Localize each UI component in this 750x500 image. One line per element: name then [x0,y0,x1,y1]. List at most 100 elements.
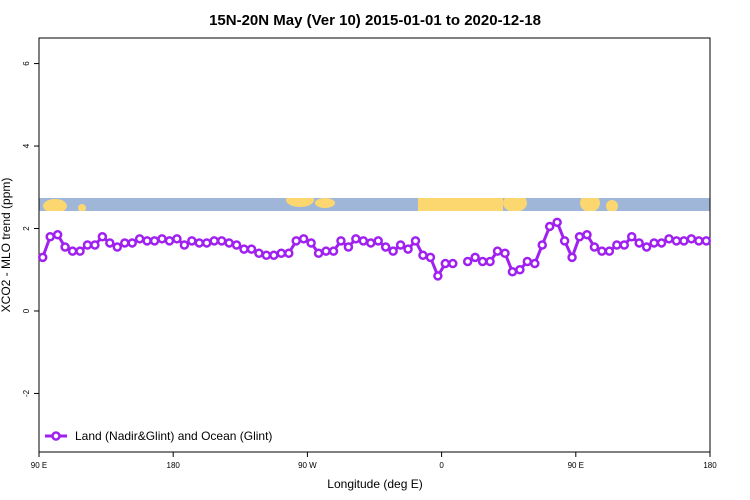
point [351,234,361,244]
point [485,256,495,267]
point [619,240,630,250]
point [172,234,182,244]
point [82,240,93,250]
point [500,248,510,258]
point [194,238,205,248]
point [298,234,309,244]
legend-label: Land (Nadir&Glint) and Ocean (Glint) [75,429,272,443]
y-axis-label: XCO2 - MLO trend (ppm) [0,178,13,313]
point [291,236,301,246]
point [425,252,436,263]
point [559,236,570,246]
point [522,256,533,267]
point [90,240,100,250]
point [52,229,63,240]
point [313,248,324,258]
y-tick-label: -2 [22,389,31,397]
x-tick-label: 180 [167,461,181,470]
point [440,258,451,269]
point [231,240,242,250]
point [366,238,376,248]
x-tick-label: 90 E [31,461,47,470]
point [246,244,257,254]
point [209,236,219,246]
point [119,238,130,248]
point [75,246,85,256]
map-band [39,198,710,211]
point [634,238,644,248]
point [626,232,637,242]
point [649,238,659,248]
point [149,236,160,246]
point [492,246,503,256]
point [477,256,488,267]
point [679,236,689,246]
point [671,236,682,246]
point [433,271,443,281]
point [567,252,577,263]
point [187,236,197,246]
point [470,252,480,263]
y-tick-label: 0 [22,308,31,313]
point [216,236,227,246]
point [112,242,123,252]
point [179,240,190,250]
point [127,238,137,248]
point [403,244,413,254]
point [395,240,406,250]
y-tick-label: 2 [22,226,31,231]
point [261,250,272,261]
point [582,229,592,240]
point [597,246,607,256]
x-axis-label: Longitude (deg E) [327,477,422,491]
point [45,232,55,242]
point [515,264,525,275]
chart-title: 15N-20N May (Ver 10) 2015-01-01 to 2020-… [209,12,541,29]
point [276,248,287,258]
point [134,234,145,244]
point [604,246,615,256]
point [254,248,264,258]
point [530,258,540,269]
point [574,232,585,242]
point [462,256,473,267]
point [105,238,115,248]
point [328,246,339,256]
point [544,221,555,232]
point [701,236,712,246]
point [67,246,78,256]
point [343,242,354,252]
point [239,244,249,254]
point [388,246,398,256]
point [448,258,458,269]
point [537,240,547,250]
point [694,236,704,246]
x-tick-label: 90 E [568,461,584,470]
point [664,234,674,244]
point [321,246,331,256]
point [656,238,667,248]
point [552,217,562,228]
series-line [466,220,707,274]
y-tick-label: 6 [22,61,31,66]
point [164,236,175,246]
point [507,267,518,277]
x-tick-label: 180 [703,461,717,470]
point [336,236,346,246]
legend-marker [51,431,61,441]
point [418,250,428,261]
point [373,236,383,246]
point [589,242,600,252]
point [306,238,316,248]
point [157,234,167,244]
plot-frame [38,37,711,453]
point [60,242,70,252]
y-tick-label: 4 [22,143,31,148]
point [358,236,369,246]
point [641,242,652,252]
point [686,234,697,244]
point [612,240,622,250]
point [224,238,234,248]
x-tick-label: 90 W [298,461,317,470]
